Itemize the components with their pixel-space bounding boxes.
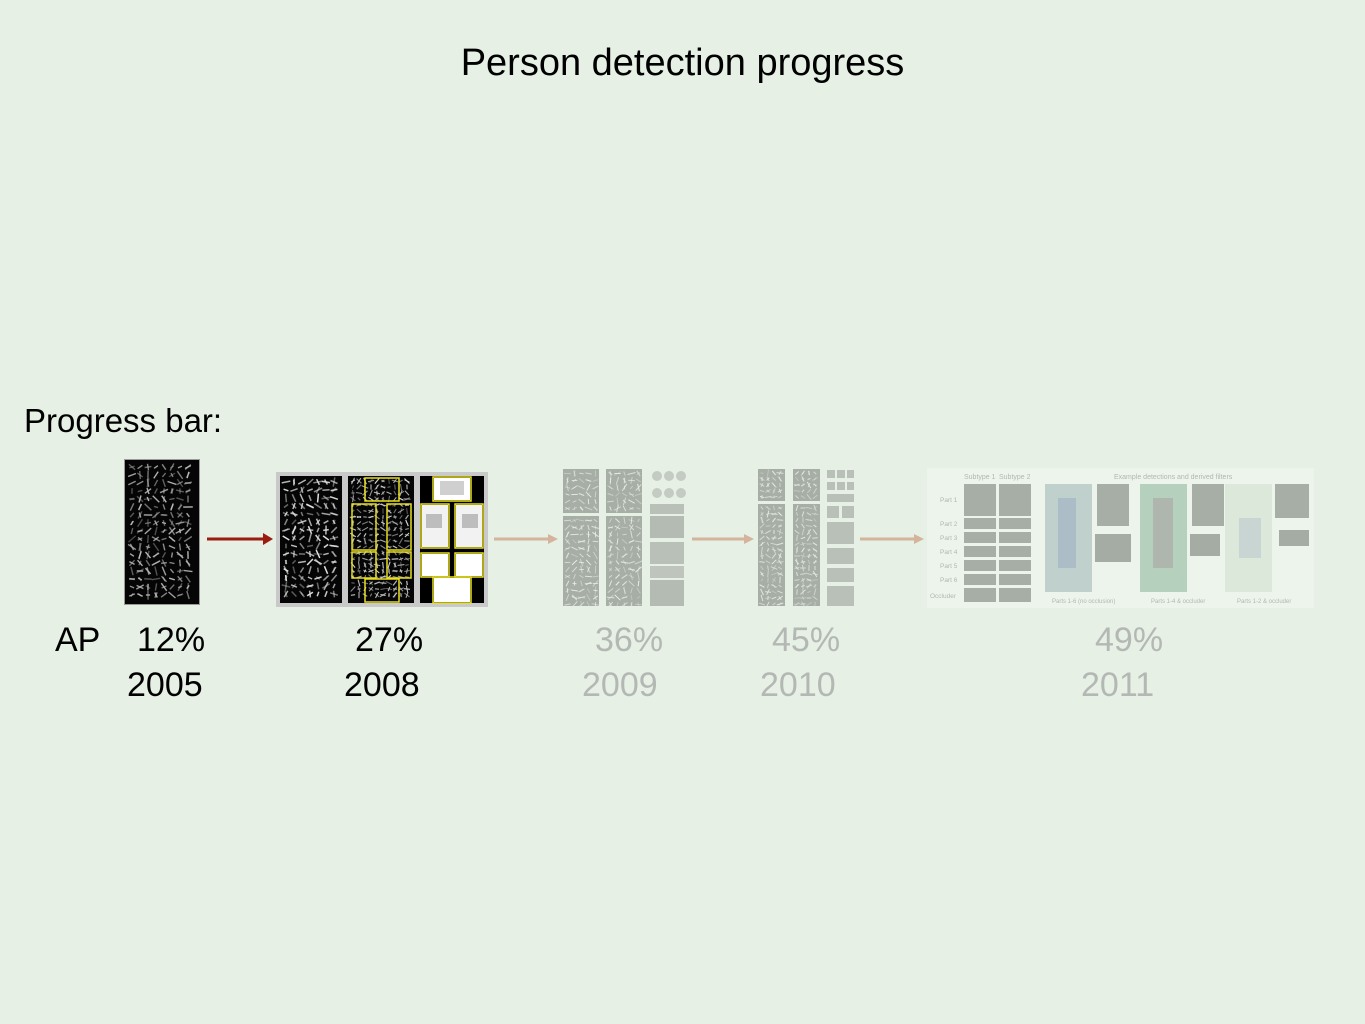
ap-label: AP — [55, 621, 101, 659]
year-label: 2010 — [760, 666, 836, 704]
faded-arrow-icon — [692, 534, 754, 544]
subtype1-label: Subtype 1 — [964, 474, 996, 481]
page-title: Person detection progress — [460, 42, 905, 84]
faded-arrow-icon — [860, 534, 924, 544]
subtype2-label: Subtype 2 — [999, 474, 1031, 481]
ap-value: 12% — [137, 621, 206, 659]
caption: Parts 1-2 & occluder — [1237, 599, 1291, 605]
part-label: Part 6 — [940, 577, 958, 584]
ap-value: 45% — [772, 621, 841, 659]
year-label: 2009 — [582, 666, 658, 704]
year-label: 2005 — [127, 666, 203, 704]
caption: Parts 1-4 & occluder — [1151, 599, 1205, 605]
active-arrow-icon — [207, 533, 273, 545]
faded-arrow-icon — [494, 534, 558, 544]
year-label: 2011 — [1081, 666, 1155, 704]
ap-value: 49% — [1095, 621, 1164, 659]
occlusion-model-2011: Subtype 1 Subtype 2 Example detections a… — [927, 468, 1314, 608]
caption: Parts 1-6 (no occlusion) — [1052, 599, 1115, 605]
model-2010 — [757, 468, 855, 608]
year-label: 2008 — [344, 666, 420, 704]
example-header: Example detections and derived filters — [1114, 474, 1233, 481]
progress-bar-heading: Progress bar: — [24, 402, 223, 439]
part-label: Part 5 — [940, 563, 958, 570]
mixture-model-2009 — [562, 468, 688, 608]
part-label: Occluder — [930, 593, 957, 600]
ap-value: 27% — [355, 621, 424, 659]
part-label: Part 4 — [940, 549, 958, 556]
ap-value: 36% — [595, 621, 664, 659]
part-label: Part 2 — [940, 521, 958, 528]
hog-template-2005 — [124, 459, 200, 605]
part-model-2008 — [276, 472, 488, 607]
part-label: Part 3 — [940, 535, 958, 542]
part-label: Part 1 — [940, 497, 958, 504]
